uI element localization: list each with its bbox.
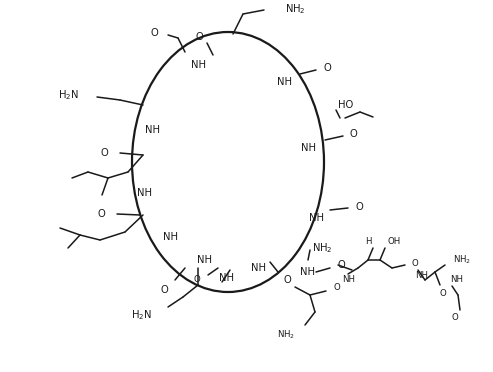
Text: NH$_2$: NH$_2$ — [453, 254, 471, 266]
Text: NH: NH — [450, 276, 463, 285]
Text: NH: NH — [415, 270, 428, 279]
Text: O: O — [412, 259, 419, 267]
Text: NH: NH — [190, 60, 206, 70]
Text: NH: NH — [218, 273, 234, 283]
Text: NH$_2$: NH$_2$ — [277, 329, 295, 341]
Text: OH: OH — [387, 237, 400, 247]
Text: O: O — [350, 129, 358, 139]
Text: NH: NH — [309, 213, 323, 223]
Text: NH: NH — [163, 232, 177, 242]
Text: NH: NH — [301, 143, 316, 153]
Text: O: O — [323, 63, 331, 73]
Text: NH: NH — [300, 267, 315, 277]
Text: NH: NH — [342, 276, 355, 285]
Text: O: O — [283, 275, 291, 285]
Text: O: O — [451, 314, 458, 323]
Text: NH: NH — [278, 77, 292, 87]
Text: NH: NH — [197, 255, 211, 265]
Text: O: O — [97, 209, 105, 219]
Text: O: O — [333, 283, 340, 292]
Text: NH$_2$: NH$_2$ — [312, 241, 332, 255]
Text: O: O — [356, 202, 364, 212]
Text: O: O — [440, 289, 447, 298]
Text: H$_2$N: H$_2$N — [131, 308, 152, 322]
Text: O: O — [150, 28, 158, 38]
Text: O: O — [100, 148, 108, 158]
Text: NH: NH — [250, 263, 266, 273]
Text: NH: NH — [138, 188, 152, 198]
Text: O: O — [338, 260, 346, 270]
Text: O: O — [160, 285, 168, 295]
Text: O: O — [195, 32, 203, 42]
Text: HO: HO — [338, 100, 353, 110]
Text: NH$_2$: NH$_2$ — [285, 2, 306, 16]
Text: H$_2$N: H$_2$N — [58, 88, 79, 102]
Text: O: O — [193, 276, 200, 285]
Text: NH: NH — [144, 125, 160, 135]
Text: H: H — [365, 237, 372, 247]
